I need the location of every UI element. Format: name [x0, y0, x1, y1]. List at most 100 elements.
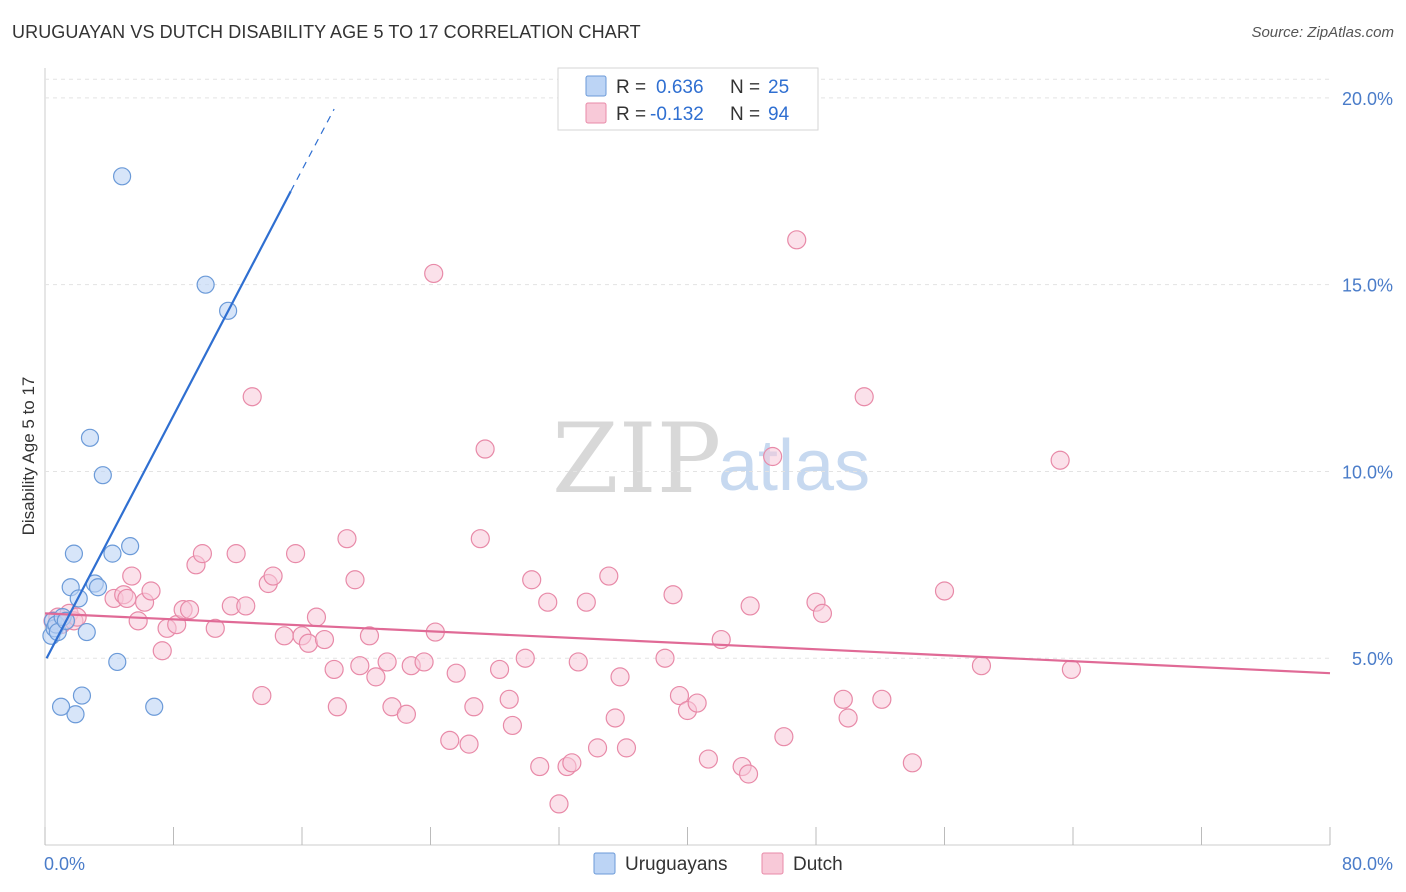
dutch-point-51 [464, 697, 484, 717]
dutch-point-30 [285, 544, 306, 564]
dutch-point-91 [934, 581, 955, 601]
dutch-point-56 [502, 715, 523, 736]
uruguayan-point-18 [108, 652, 127, 672]
x-tick-label-min: 0.0% [44, 854, 85, 874]
x-ticks [44, 827, 1331, 845]
dutch-point-48 [440, 730, 460, 751]
dutch-point-70 [616, 738, 637, 758]
dutch-point-46 [414, 652, 434, 672]
dutch-point-72 [663, 585, 683, 605]
dutch-point-85 [812, 603, 833, 623]
uruguayan-point-13 [80, 428, 100, 447]
dutch-point-76 [698, 749, 718, 769]
dutch-point-80 [740, 596, 760, 616]
dutch-point-59 [530, 756, 550, 777]
dutch-point-64 [568, 652, 588, 672]
legend-r-value-2: -0.132 [650, 104, 704, 125]
dutch-point-94 [1061, 659, 1081, 680]
dutch-trend-line [44, 612, 1331, 675]
dutch-point-38 [345, 570, 365, 590]
uruguayan-point-12 [77, 622, 96, 642]
dutch-point-10 [122, 566, 142, 586]
bottom-legend-label-uruguayans: Uruguayans [625, 854, 727, 875]
dutch-point-18 [179, 600, 200, 620]
dutch-point-49 [446, 663, 466, 683]
legend-swatch-dutch [585, 102, 607, 124]
dutch-point-89 [872, 689, 892, 709]
watermark-zip: ZIP [552, 403, 721, 515]
x-tick-label-max: 80.0% [1342, 854, 1393, 874]
dutch-point-66 [587, 738, 608, 758]
dutch-point-83 [787, 230, 807, 250]
chart-title: URUGUAYAN VS DUTCH DISABILITY AGE 5 TO 1… [12, 22, 641, 42]
dutch-point-54 [489, 659, 510, 680]
uruguayan-point-20 [121, 537, 140, 556]
watermark-atlas: atlas [718, 426, 870, 506]
dutch-point-53 [475, 439, 495, 459]
dutch-point-39 [350, 656, 370, 676]
correlation-legend: R = 0.636 N = 25 R = -0.132 N = 94 [557, 67, 819, 131]
uruguayan-point-11 [72, 686, 92, 705]
dutch-point-79 [738, 764, 759, 784]
dutch-point-60 [538, 592, 558, 612]
dutch-point-92 [971, 656, 992, 676]
uruguayan-point-8 [64, 544, 84, 563]
dutch-point-86 [833, 689, 853, 709]
y-axis-label: Disability Age 5 to 17 [19, 377, 38, 536]
dutch-point-40 [359, 626, 380, 646]
dutch-point-55 [499, 689, 519, 709]
dutch-point-81 [763, 446, 783, 467]
dutch-point-93 [1050, 450, 1070, 470]
dutch-point-82 [774, 727, 794, 747]
dutch-point-63 [562, 753, 582, 773]
dutch-point-25 [242, 387, 262, 407]
legend-r-label-2: R = [616, 104, 646, 125]
dutch-point-69 [610, 667, 630, 687]
uruguayan-point-22 [196, 275, 215, 294]
dutch-point-41 [366, 667, 386, 687]
dutch-point-75 [687, 693, 707, 713]
legend-row-1: R = 0.636 N = 25 [616, 77, 789, 98]
dutch-point-14 [152, 641, 172, 661]
legend-n-value-1: 25 [768, 77, 789, 98]
legend-n-value-2: 94 [768, 104, 790, 125]
chart-source: Source: ZipAtlas.com [1251, 24, 1394, 41]
dutch-point-33 [306, 607, 327, 627]
dutch-point-65 [576, 592, 596, 612]
uruguayan-point-15 [88, 578, 108, 597]
y-tick-label-20: 20.0% [1342, 89, 1393, 109]
dutch-point-61 [549, 794, 569, 814]
dutch-point-90 [902, 753, 922, 773]
dutch-point-28 [263, 566, 283, 586]
dutch-points [43, 230, 1081, 814]
y-tick-label-15: 15.0% [1342, 276, 1393, 296]
dutch-point-57 [515, 648, 535, 668]
bottom-legend-label-dutch: Dutch [793, 854, 843, 875]
gridlines [45, 78, 1330, 659]
dutch-point-58 [522, 570, 542, 590]
dutch-point-44 [396, 704, 417, 724]
legend-n-label-2: N = [730, 104, 760, 125]
uruguayan-trend-line [45, 190, 292, 659]
dutch-point-11 [128, 611, 148, 631]
legend-r-value-1: 0.636 [656, 77, 704, 98]
dutch-point-23 [226, 544, 246, 564]
dutch-point-13 [141, 581, 161, 601]
series-legend: Uruguayans Dutch [593, 852, 843, 875]
uruguayan-trend-extension [290, 108, 335, 192]
dutch-point-68 [605, 708, 625, 728]
dutch-point-35 [324, 659, 344, 680]
dutch-point-20 [192, 544, 213, 564]
y-tick-label-10: 10.0% [1342, 462, 1393, 482]
dutch-point-29 [274, 626, 294, 646]
legend-row-2: R = -0.132 N = 94 [616, 104, 790, 125]
dutch-point-9 [117, 588, 137, 609]
bottom-legend-swatch-uruguayans [593, 852, 616, 875]
dutch-point-42 [377, 652, 397, 672]
legend-r-label-1: R = [616, 77, 646, 98]
dutch-point-34 [314, 629, 335, 650]
dutch-point-88 [854, 387, 874, 407]
dutch-point-73 [669, 685, 690, 706]
dutch-point-24 [236, 596, 256, 616]
uruguayan-point-19 [112, 167, 132, 186]
